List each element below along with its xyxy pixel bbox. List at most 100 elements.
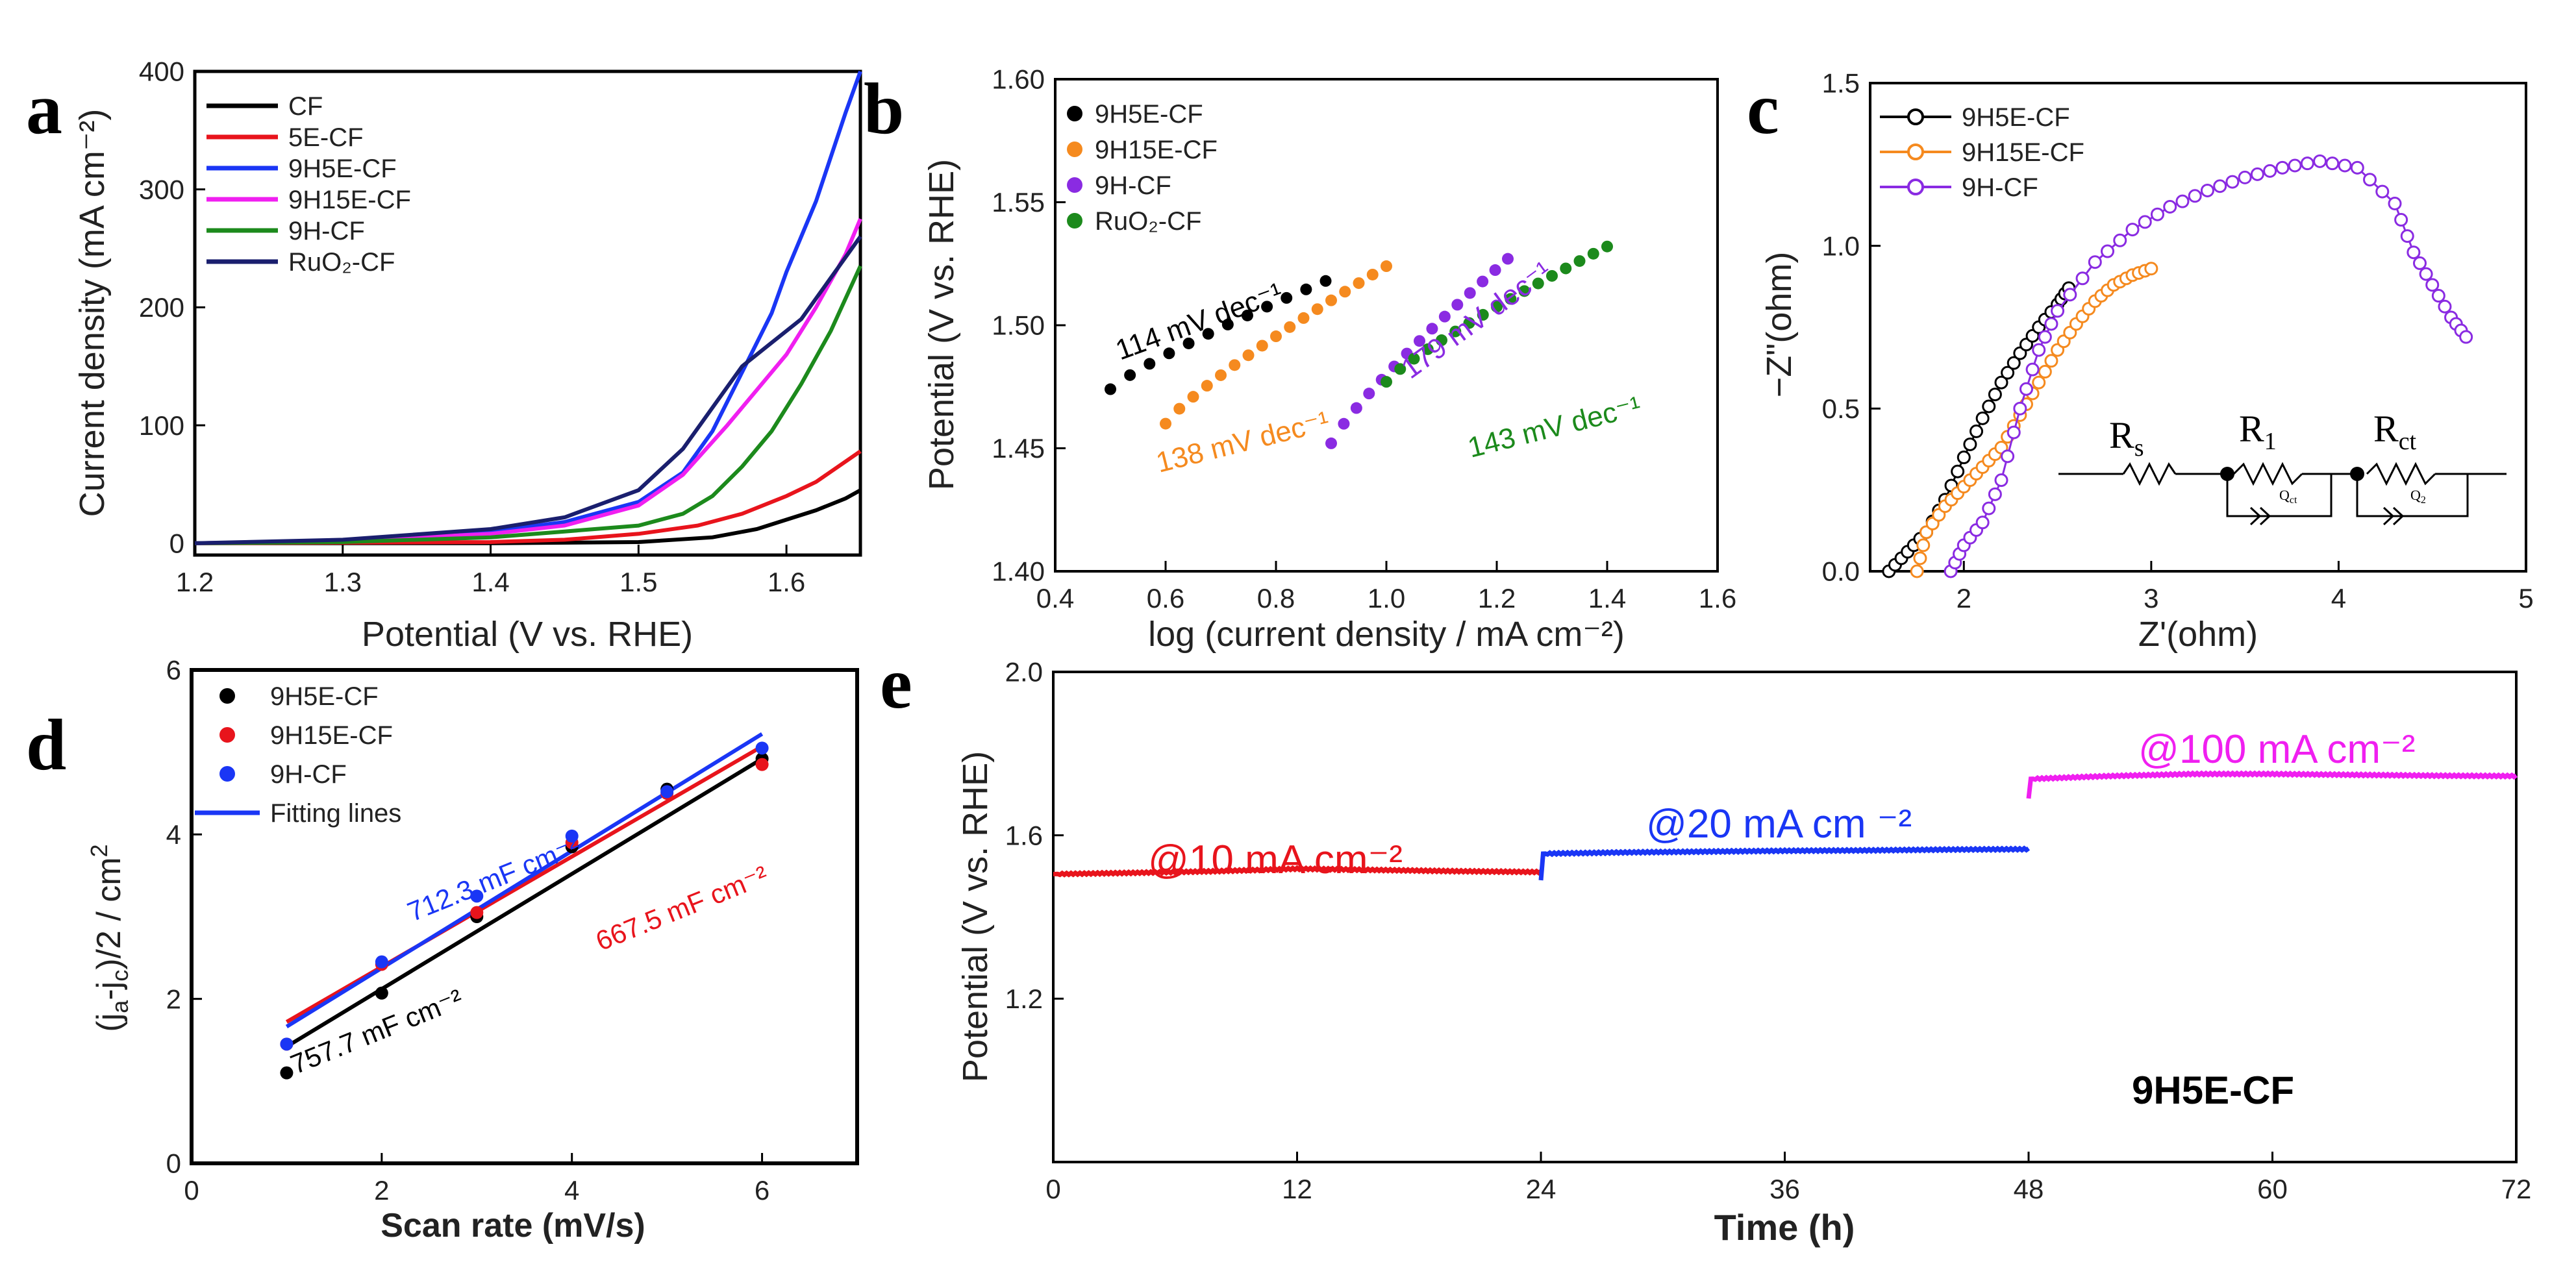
b-legend-marker	[1067, 142, 1082, 157]
panel-d-point-9h-cf	[375, 955, 388, 969]
panel-b-point-9h5e-cf	[1319, 275, 1332, 287]
e-x-tick-label: 12	[1282, 1174, 1312, 1204]
c-x-tick-label: 3	[2144, 583, 2158, 613]
circuit-label-rct-sub: ct	[2399, 428, 2417, 455]
panel-a-series-line-9h-cf	[194, 265, 862, 545]
panel-b-point-ruo2-cf	[1546, 269, 1558, 282]
e-x-tick-label: 0	[1045, 1174, 1060, 1204]
c-legend-label: 9H15E-CF	[1962, 138, 2084, 167]
panel-c-point-9h-cf	[2438, 299, 2452, 314]
panel-a-current-density-plot: a 0 100 200 300 400 1.2 1.3 1.4 1.5 1.6 Potentia…	[26, 56, 862, 654]
circuit-label-rs: Rs	[2109, 414, 2144, 462]
panel-d-point-9h-cf	[660, 785, 674, 798]
panel-e-series-line-10-ma	[1053, 865, 1543, 878]
panel-d-series	[280, 732, 769, 1080]
panel-b-point-ruo2-cf	[1421, 343, 1434, 355]
e-y-tick-label: 1.2	[1005, 984, 1043, 1014]
panel-b-point-ruo2-cf	[1436, 334, 1447, 347]
panel-b-slope-label-9h5e: 114 mV dec⁻¹	[1112, 277, 1287, 366]
circuit-label-q2: Q2	[2410, 487, 2426, 506]
circuit-label-rs-main: R	[2109, 414, 2134, 456]
c-legend-marker	[1907, 143, 1924, 160]
circuit-label-rs-sub: s	[2134, 434, 2144, 462]
a-x-tick-label: 1.4	[471, 567, 509, 597]
panel-b-point-9h15e-cf	[1160, 417, 1171, 430]
panel-c-point-9h5e-cf	[1970, 424, 1984, 438]
d-ylabel-lead: (j	[90, 1013, 128, 1032]
circuit-label-qct: Qct	[2279, 487, 2297, 506]
cpe-qct	[2249, 506, 2271, 526]
circuit-label-r1: R1	[2239, 408, 2277, 455]
d-y-tick-label: 4	[166, 819, 181, 850]
panel-c-point-9h-cf	[2325, 156, 2340, 171]
panel-b-point-ruo2-cf	[1587, 247, 1599, 260]
panel-b-point-9h15e-cf	[1187, 391, 1199, 403]
panel-b-point-9h5e-cf	[1182, 337, 1195, 349]
a-y-tick-label: 100	[139, 410, 184, 441]
panel-d-point-9h-cf	[755, 741, 769, 755]
panel-e-x-axis-title: Time (h)	[1714, 1207, 1855, 1248]
b-x-tick-label: 0.4	[1036, 583, 1074, 613]
e-x-tick-label: 48	[2014, 1174, 2044, 1204]
panel-c-point-9h5e-cf	[1963, 437, 1977, 451]
b-legend-label: 9H-CF	[1095, 171, 1171, 200]
panel-c-point-9h5e-cf	[1951, 464, 1965, 478]
panel-c-point-9h-cf	[1988, 487, 2002, 501]
panel-c-point-9h-cf	[2338, 158, 2352, 173]
panel-c-point-9h5e-cf	[2007, 356, 2021, 370]
panel-c-point-9h-cf	[2138, 215, 2152, 229]
panel-d-y-ticks: 0 2 4 6	[166, 655, 202, 1179]
panel-c-point-9h5e-cf	[1957, 451, 1971, 465]
panel-b-point-9h-cf	[1426, 323, 1438, 335]
resistor-rct	[2366, 462, 2436, 486]
panel-d-x-ticks: 0 2 4 6	[184, 1153, 769, 1206]
panel-b-point-9h-cf	[1502, 253, 1514, 265]
d-x-tick-label: 0	[184, 1175, 199, 1206]
panel-d-point-9h-cf	[470, 889, 484, 903]
panel-b-slope-label-ruo2: 143 mV dec⁻¹	[1465, 390, 1644, 464]
panel-c-point-9h15e-cf	[1910, 564, 1924, 578]
panel-c-point-9h5e-cf	[1975, 411, 1990, 425]
panel-letter-e: e	[880, 643, 912, 724]
panel-a-plot-frame	[193, 69, 862, 557]
panel-b-point-9h15e-cf	[1201, 380, 1213, 392]
panel-b-point-9h5e-cf	[1261, 301, 1273, 313]
d-ylabel-sub-c: c	[106, 970, 133, 982]
panel-c-x-ticks: 2 3 4 5	[1957, 561, 2534, 613]
panel-b-point-9h-cf	[1438, 310, 1451, 323]
panel-d-fit-line-9h-cf	[285, 732, 764, 1029]
circuit-label-r1-main: R	[2239, 408, 2264, 450]
panel-c-point-9h-cf	[2188, 189, 2202, 203]
b-y-tick-label: 1.60	[992, 64, 1045, 95]
panel-b-x-ticks: 0.4 0.6 0.8 1.0 1.2 1.4 1.6	[1036, 561, 1736, 613]
d-legend-label: 9H5E-CF	[270, 682, 379, 711]
panel-b-point-ruo2-cf	[1408, 353, 1420, 365]
panel-c-series	[1882, 154, 2473, 578]
a-legend-label: 9H-CF	[288, 217, 365, 245]
panel-c-point-9h-cf	[2288, 158, 2302, 173]
panel-b-point-ruo2-cf	[1560, 262, 1572, 275]
panel-c-point-9h-cf	[2363, 173, 2377, 187]
panel-c-y-ticks: 0.0 0.5 1.0 1.5	[1822, 68, 1881, 587]
c-x-tick-label: 5	[2518, 583, 2533, 613]
a-legend-label: RuO₂-CF	[288, 248, 395, 277]
panel-b-point-ruo2-cf	[1532, 277, 1544, 290]
panel-b-point-9h-cf	[1338, 417, 1350, 430]
panel-b-point-ruo2-cf	[1449, 325, 1462, 338]
panel-a-series-line-cf	[195, 488, 862, 545]
panel-b-point-9h15e-cf	[1297, 312, 1310, 324]
panel-c-point-9h-cf	[2150, 207, 2164, 221]
panel-c-point-9h-cf	[2044, 317, 2058, 331]
panel-c-point-9h-cf	[2101, 244, 2115, 258]
panel-c-y-axis-title: −Z"(ohm)	[1760, 252, 1799, 398]
b-x-tick-label: 0.6	[1147, 583, 1184, 613]
panel-d-slope-label-9h: 712.3 mF cm⁻²	[403, 830, 584, 927]
panel-b-point-9h5e-cf	[1300, 283, 1312, 295]
panel-d-slope-label-9h15e: 667.5 mF cm⁻²	[592, 860, 772, 956]
panel-e-label-20ma: @20 mA cm ⁻²	[1646, 802, 1912, 847]
panel-c-point-9h5e-cf	[1994, 375, 2008, 390]
c-y-tick-label: 1.5	[1822, 68, 1860, 99]
panel-e-label-100ma: @100 mA cm⁻²	[2138, 727, 2415, 772]
panel-b-point-9h-cf	[1325, 437, 1337, 449]
panel-c-point-9h-cf	[2032, 343, 2046, 357]
